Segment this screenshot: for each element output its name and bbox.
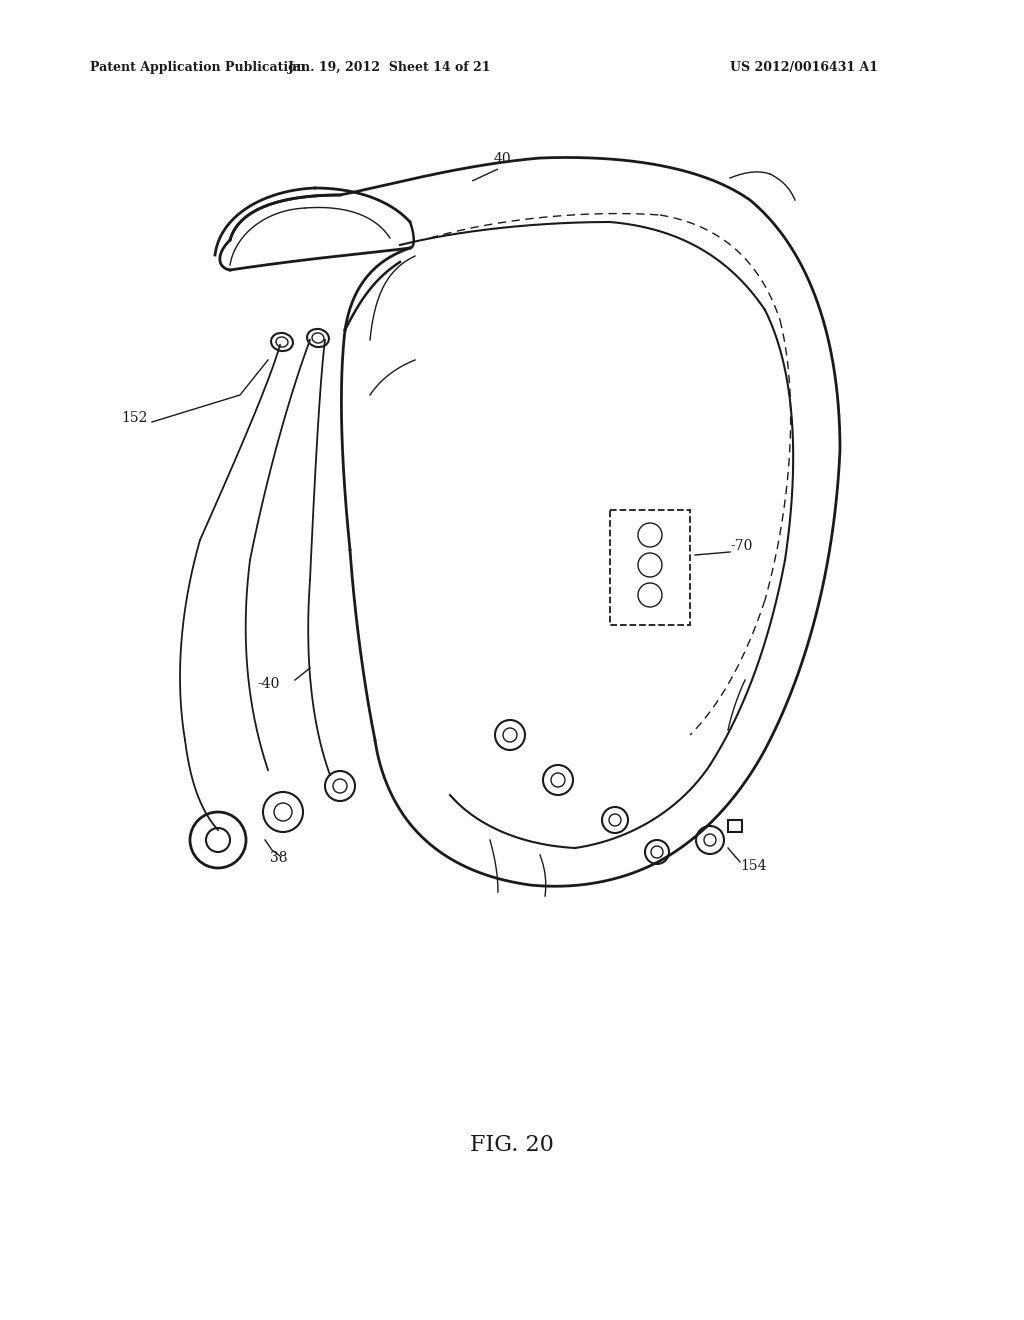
Circle shape — [503, 729, 517, 742]
Circle shape — [651, 846, 663, 858]
Ellipse shape — [312, 333, 324, 343]
Circle shape — [638, 553, 662, 577]
Circle shape — [495, 719, 525, 750]
Ellipse shape — [307, 329, 329, 347]
Circle shape — [551, 774, 565, 787]
Text: -70: -70 — [730, 539, 753, 553]
Text: 38: 38 — [270, 851, 288, 865]
Circle shape — [190, 812, 246, 869]
Circle shape — [206, 828, 230, 851]
FancyBboxPatch shape — [610, 510, 690, 624]
Circle shape — [543, 766, 573, 795]
Circle shape — [638, 583, 662, 607]
Circle shape — [263, 792, 303, 832]
Circle shape — [274, 803, 292, 821]
Text: 152: 152 — [122, 411, 148, 425]
Circle shape — [602, 807, 628, 833]
Text: -40: -40 — [258, 677, 280, 690]
Text: US 2012/0016431 A1: US 2012/0016431 A1 — [730, 62, 878, 74]
Text: FIG. 20: FIG. 20 — [470, 1134, 554, 1156]
Ellipse shape — [276, 337, 288, 347]
FancyBboxPatch shape — [728, 820, 742, 832]
Circle shape — [645, 840, 669, 865]
Circle shape — [333, 779, 347, 793]
Text: Patent Application Publication: Patent Application Publication — [90, 62, 305, 74]
Circle shape — [609, 814, 621, 826]
Text: Jan. 19, 2012  Sheet 14 of 21: Jan. 19, 2012 Sheet 14 of 21 — [288, 62, 492, 74]
Text: 154: 154 — [740, 859, 767, 873]
Ellipse shape — [271, 333, 293, 351]
Circle shape — [696, 826, 724, 854]
Text: 40: 40 — [494, 152, 511, 166]
Circle shape — [638, 523, 662, 546]
Circle shape — [325, 771, 355, 801]
Circle shape — [705, 834, 716, 846]
